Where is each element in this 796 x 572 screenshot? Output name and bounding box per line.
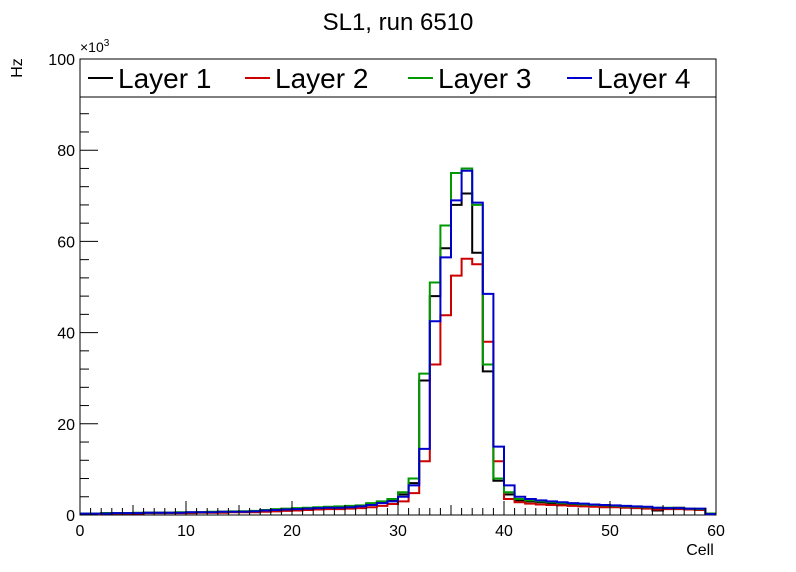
series-line-layer-2 [80, 257, 716, 516]
y-axis-multiplier: ×103 [80, 38, 110, 55]
y-tick-label: 40 [57, 326, 75, 343]
y-tick-label: 0 [66, 508, 75, 525]
chart-title: SL1, run 6510 [323, 9, 474, 36]
x-tick-label: 0 [76, 523, 85, 540]
y-tick-label: 60 [57, 234, 75, 251]
legend-box [79, 58, 717, 98]
series-line-layer-3 [80, 167, 716, 515]
x-tick-label: 40 [495, 523, 513, 540]
x-tick-label: 60 [707, 523, 725, 540]
legend-label-layer-2: Layer 2 [275, 63, 368, 94]
series-group [80, 167, 716, 516]
x-tick-label: 30 [389, 523, 407, 540]
legend-label-layer-1: Layer 1 [118, 63, 211, 94]
y-axis-label: Hz [9, 58, 26, 78]
x-tick-label: 10 [177, 523, 195, 540]
legend-label-layer-3: Layer 3 [438, 63, 531, 94]
series-line-layer-1 [80, 192, 716, 515]
y-tick-label: 20 [57, 417, 75, 434]
y-multiplier-exponent: 3 [104, 38, 110, 49]
plot-frame [79, 58, 717, 516]
x-tick-label: 50 [601, 523, 619, 540]
legend-label-layer-4: Layer 4 [597, 63, 690, 94]
x-tick-label: 20 [283, 523, 301, 540]
legend: Layer 1 Layer 2 Layer 3 Layer 4 [79, 58, 717, 98]
y-tick-label: 100 [48, 52, 75, 69]
series-line-layer-4 [80, 169, 716, 516]
y-multiplier-base: ×10 [80, 39, 104, 55]
y-tick-label: 80 [57, 143, 75, 160]
x-axis-label: Cell [686, 542, 714, 559]
